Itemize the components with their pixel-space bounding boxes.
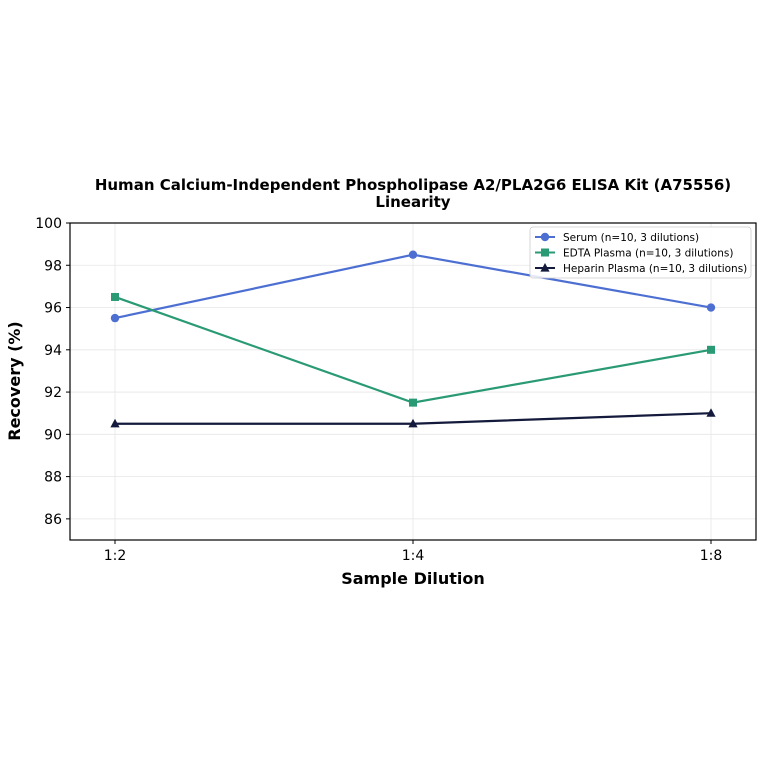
y-tick-label: 88 [44,470,62,486]
series-layer [110,250,716,428]
data-point [706,408,716,417]
data-point [707,345,715,354]
y-axis-ticks: 86 88 90 92 94 96 98 100 [35,216,70,528]
legend-item: Serum (n=10, 3 dilutions) [535,232,699,244]
y-tick-label: 86 [44,512,62,528]
series-3 [110,408,716,428]
data-point [408,250,418,259]
y-tick-label: 92 [44,385,62,401]
y-tick-label: 96 [44,301,62,317]
legend-swatch-marker [541,248,549,257]
y-tick-label: 90 [44,427,62,443]
legend-label: Heparin Plasma (n=10, 3 dilutions) [563,263,747,275]
x-axis-ticks: 1:2 1:4 1:8 [104,540,723,564]
y-axis-label: Recovery (%) [5,321,24,440]
x-tick-label: 1:2 [104,548,127,564]
chart-title: Human Calcium-Independent Phospholipase … [95,176,731,194]
data-point [111,292,119,301]
x-tick-label: 1:8 [700,548,723,564]
legend-box [529,226,752,279]
legend-item: Heparin Plasma (n=10, 3 dilutions) [535,263,747,275]
data-point [110,313,120,323]
plot-frame [69,222,757,541]
x-tick-label: 1:4 [402,548,425,564]
data-point [409,398,417,407]
data-point [706,303,716,312]
chart-subtitle: Linearity [375,193,450,211]
x-axis-label: Sample Dilution [341,569,485,588]
legend-label: EDTA Plasma (n=10, 3 dilutions) [563,248,733,260]
legend-swatch-marker [540,263,550,272]
series-2 [111,292,715,407]
series-1 [110,250,716,323]
legend: Serum (n=10, 3 dilutions) EDTA Plasma (n=… [529,226,752,279]
y-tick-label: 100 [35,216,62,232]
legend-item: EDTA Plasma (n=10, 3 dilutions) [535,248,733,260]
data-point [110,418,120,428]
y-tick-label: 94 [44,343,62,359]
legend-label: Serum (n=10, 3 dilutions) [563,232,699,244]
legend-swatch-marker [540,232,550,242]
y-tick-label: 98 [44,258,62,274]
data-point [408,418,418,428]
